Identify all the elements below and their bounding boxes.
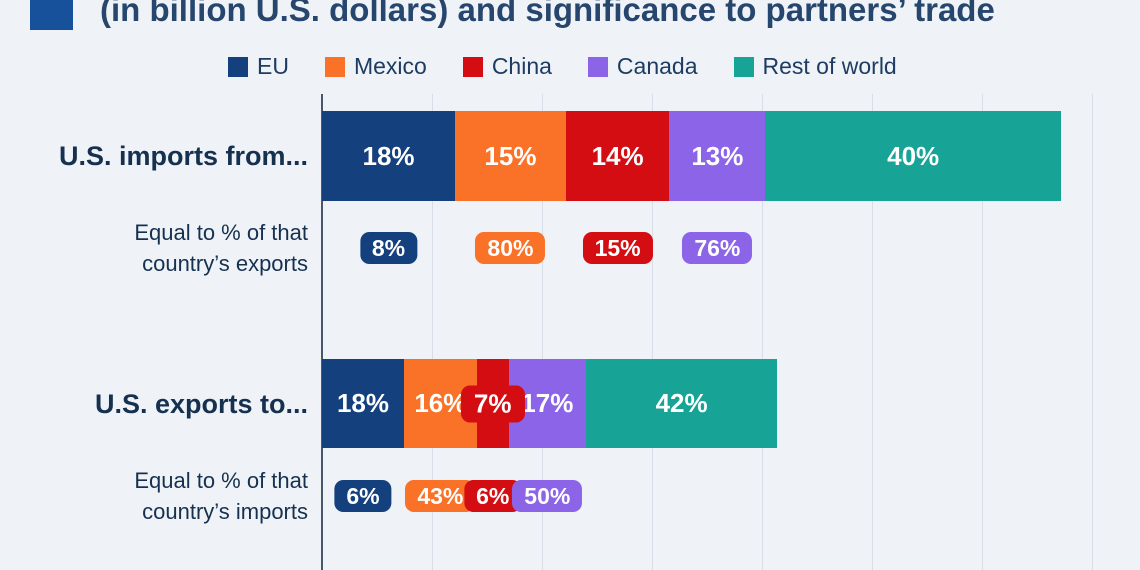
bar-segment-rest-of-world: 42% bbox=[586, 359, 778, 448]
swatch-navy-icon bbox=[228, 56, 248, 77]
stacked-bar: 18% 16% 7% 17% 42% bbox=[322, 359, 778, 448]
legend-label: Canada bbox=[616, 53, 698, 79]
bar-segment-label: 42% bbox=[655, 388, 708, 418]
bar-segment-china: 14% bbox=[565, 111, 670, 201]
bar-segment-rest-of-world: 40% bbox=[765, 111, 1061, 201]
bar-segment-mexico: 15% bbox=[455, 111, 566, 201]
row-label-us-exports: U.S. exports to... bbox=[94, 389, 308, 419]
share-badge-mexico: 80% bbox=[475, 232, 546, 264]
share-badge-china: 15% bbox=[582, 232, 653, 264]
bar-segment-canada: 13% bbox=[669, 111, 766, 201]
row-sublabel-imports-share: Equal to % of that country’s imports bbox=[134, 468, 308, 524]
legend: EU Mexico China Canada Rest of world bbox=[228, 53, 897, 80]
legend-item-eu: EU bbox=[228, 53, 289, 80]
swatch-purple-icon bbox=[587, 56, 608, 77]
legend-item-canada: Canada bbox=[587, 53, 698, 80]
bar-segment-label: 18% bbox=[362, 140, 415, 171]
row-sublabel-exports-share: Equal to % of that country’s exports bbox=[134, 220, 308, 276]
gridline bbox=[1092, 94, 1093, 570]
share-badge-eu: 6% bbox=[334, 480, 392, 512]
title-bullet-square bbox=[30, 0, 73, 30]
gridline bbox=[432, 94, 433, 570]
legend-item-rest-of-world: Rest of world bbox=[733, 53, 897, 80]
gridline bbox=[982, 94, 983, 570]
swatch-red-icon bbox=[462, 56, 483, 77]
swatch-teal-icon bbox=[733, 56, 754, 77]
legend-label: Rest of world bbox=[762, 53, 897, 79]
gridline bbox=[872, 94, 873, 570]
y-axis-line bbox=[321, 94, 323, 570]
swatch-orange-icon bbox=[324, 56, 345, 77]
legend-item-mexico: Mexico bbox=[324, 53, 427, 80]
share-badge-mexico: 43% bbox=[405, 480, 476, 512]
row-label-us-imports: U.S. imports from... bbox=[58, 141, 308, 171]
bar-segment-china: 7% bbox=[460, 359, 525, 448]
share-badge-canada: 50% bbox=[512, 480, 583, 512]
bar-segment-eu: 18% bbox=[322, 111, 456, 201]
bar-segment-label: 15% bbox=[484, 140, 537, 171]
legend-label: Mexico bbox=[353, 53, 427, 79]
gridline bbox=[652, 94, 653, 570]
legend-label: China bbox=[491, 53, 552, 79]
bar-segment-label: 16% bbox=[414, 388, 467, 418]
chart-title: (in billion U.S. dollars) and significan… bbox=[100, 0, 995, 28]
stacked-bar: 18% 15% 14% 13% 40% bbox=[322, 111, 1061, 201]
bar-segment-label-bubble: 7% bbox=[460, 385, 525, 422]
bar-segment-label: 40% bbox=[887, 140, 940, 171]
bar-segment-label: 17% bbox=[521, 388, 574, 418]
bar-segment-label: 13% bbox=[691, 140, 744, 171]
share-badge-eu: 8% bbox=[359, 232, 418, 264]
share-badge-china: 6% bbox=[464, 480, 522, 512]
legend-label: EU bbox=[257, 53, 289, 79]
bar-segment-label: 14% bbox=[591, 140, 644, 171]
bar-segment-eu: 18% bbox=[322, 359, 404, 448]
legend-item-china: China bbox=[462, 53, 552, 80]
gridline bbox=[762, 94, 763, 570]
share-badge-canada: 76% bbox=[682, 232, 753, 264]
bar-segment-label: 18% bbox=[336, 388, 389, 418]
gridline bbox=[542, 94, 543, 570]
